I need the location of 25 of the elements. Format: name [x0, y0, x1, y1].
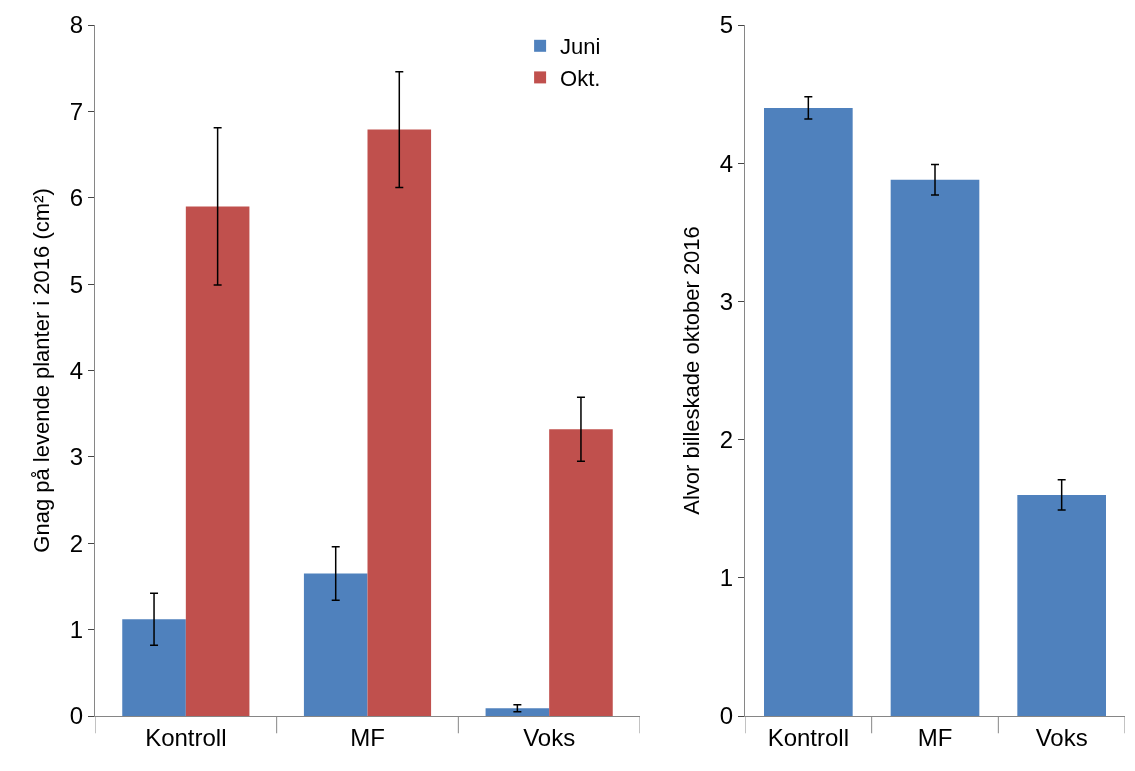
y-tick-label: 2 [69, 529, 84, 557]
x-tick-label: Voks [523, 723, 576, 751]
y-axis-title: Alvor billeskade oktober 2016 [678, 226, 704, 515]
y-tick-label: 5 [719, 11, 734, 39]
y-tick-label: 6 [69, 184, 84, 212]
x-tick-label: Kontroll [767, 723, 850, 751]
y-tick-label: 0 [719, 702, 734, 730]
y-tick-label: 5 [69, 270, 84, 298]
y-tick-label: 2 [719, 426, 734, 453]
x-tick-label: Kontroll [145, 723, 227, 751]
y-tick-label: 0 [69, 702, 84, 730]
legend-label: Juni [560, 34, 601, 60]
y-tick-label: 4 [719, 149, 734, 177]
y-tick-label: 7 [69, 97, 84, 125]
x-tick-label: Voks [1035, 723, 1088, 751]
x-tick-label: MF [350, 723, 385, 751]
legend-label: Okt. [560, 65, 601, 91]
y-tick-label: 4 [69, 356, 84, 384]
y-tick-label: 1 [69, 616, 84, 644]
y-tick-label: 3 [69, 443, 84, 471]
y-axis-title: Gnag på levende planter i 2016 (cm²) [28, 188, 54, 553]
x-tick-label: MF [917, 723, 953, 751]
y-tick-label: 8 [69, 11, 84, 39]
y-tick-label: 1 [719, 564, 734, 592]
y-tick-label: 3 [719, 287, 734, 315]
